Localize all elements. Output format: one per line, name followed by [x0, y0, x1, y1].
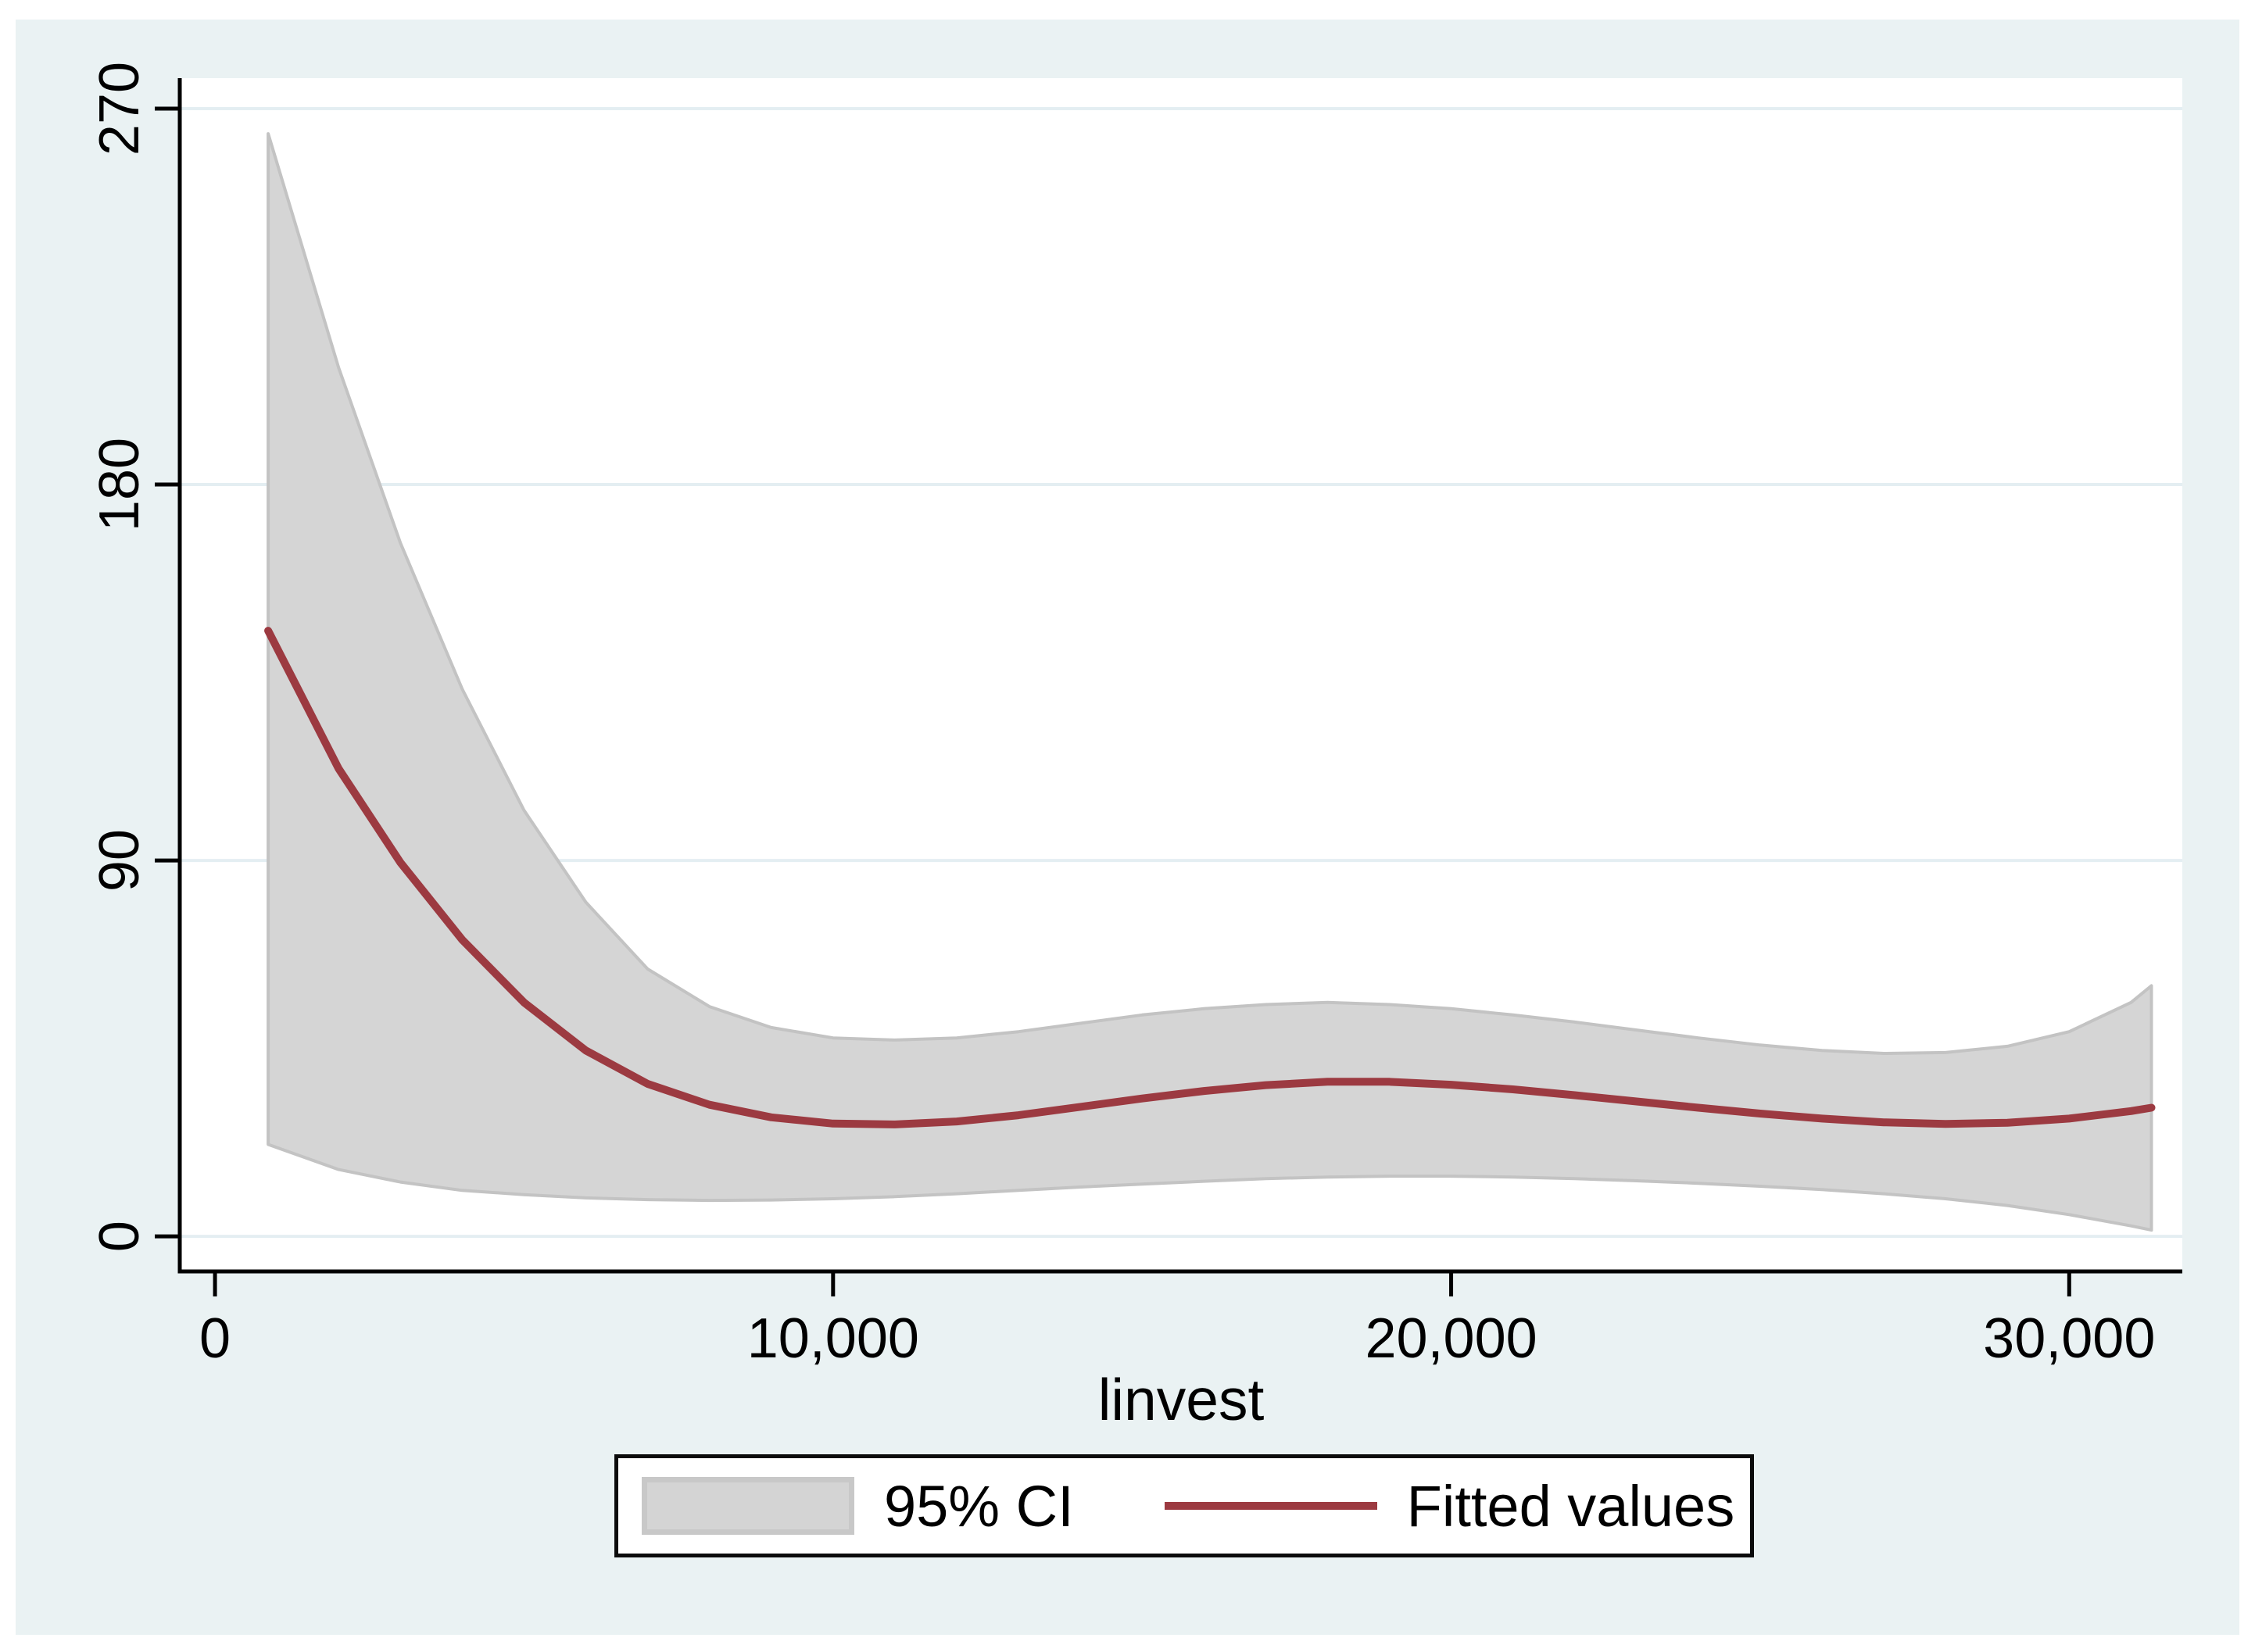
- legend: 95% CI Fitted values: [614, 1454, 1754, 1557]
- x-tick-label: 10,000: [747, 1307, 919, 1370]
- y-tick-label: 90: [88, 829, 151, 892]
- x-tick-label: 30,000: [1983, 1307, 2155, 1370]
- legend-ci-label: 95% CI: [884, 1473, 1074, 1539]
- fitted-values-line: [264, 627, 2156, 1128]
- legend-fitted-line-icon: [1164, 1502, 1377, 1510]
- x-axis-title: linvest: [1097, 1367, 1265, 1432]
- x-tick-label: 0: [199, 1307, 231, 1370]
- legend-ci-swatch-icon: [642, 1477, 854, 1535]
- y-tick-label: 180: [88, 438, 151, 531]
- y-tick-label: 0: [88, 1221, 151, 1252]
- y-tick-label: 270: [88, 62, 151, 156]
- legend-fitted-label: Fitted values: [1406, 1473, 1735, 1539]
- x-tick-label: 20,000: [1365, 1307, 1537, 1370]
